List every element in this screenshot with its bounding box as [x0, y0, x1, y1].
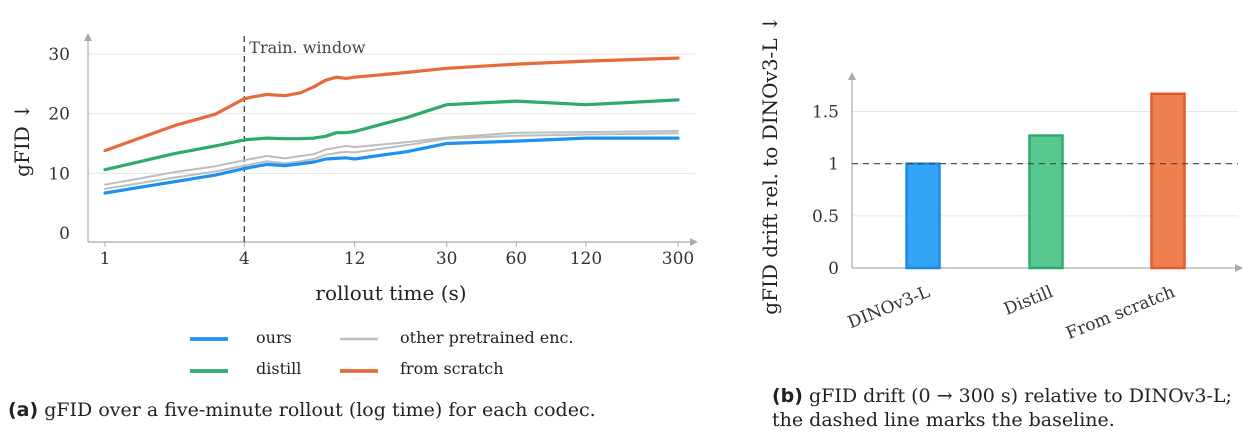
caption-b: (b) gFID drift (0 → 300 s) relative to DI…	[772, 384, 1242, 432]
y-tick-a: 30	[48, 45, 70, 65]
series-line-from-scratch-0	[103, 56, 680, 153]
x-tick-b-dinov3-l: DINOv3-L	[845, 282, 933, 333]
y-axis-arrow-a	[84, 33, 92, 41]
chart-a-line: 0 10 20 30 1 4 12 30 60 120 300 rollout time (s) gFI…	[10, 33, 698, 305]
y-tick-b: 0	[828, 259, 839, 279]
y-axis-label-a: gFID ↓	[10, 103, 34, 177]
legend-label-distill: distill	[256, 359, 301, 378]
x-tick-a: 60	[505, 249, 527, 269]
y-tick-a: 10	[48, 164, 70, 184]
caption-b-text: gFID drift (0 → 300 s) relative to DINOv…	[772, 385, 1232, 431]
caption-a: (a) gFID over a five-minute rollout (log …	[8, 398, 708, 422]
x-tick-a: 12	[344, 249, 366, 269]
caption-b-tag: (b)	[772, 385, 803, 407]
legend-label-from-scratch: from scratch	[400, 359, 504, 378]
series-line-distill-1	[103, 98, 680, 172]
caption-a-text: gFID over a five-minute rollout (log tim…	[44, 399, 596, 421]
y-tick-b: 0.5	[812, 207, 839, 227]
bar-dinov3-l	[905, 162, 941, 270]
legend-label-other-pretrained-enc-: other pretrained enc.	[400, 328, 574, 347]
x-axis-label-a: rollout time (s)	[315, 281, 466, 305]
y-tick-a: 20	[48, 105, 70, 125]
caption-a-tag: (a)	[8, 399, 39, 421]
x-tick-a: 1	[100, 249, 111, 269]
chart-a-legend: ours other pretrained enc. distill from scr…	[190, 328, 574, 378]
series-line-ours-4	[103, 136, 680, 195]
x-tick-a: 120	[570, 249, 602, 269]
bar-from-scratch	[1150, 92, 1186, 270]
x-tick-a: 4	[239, 249, 250, 269]
y-axis-label-b: gFID drift rel. to DINOv3-L ↓	[758, 15, 782, 314]
y-axis-arrow-b	[848, 72, 856, 80]
x-tick-b-distill: Distill	[1001, 282, 1056, 320]
y-tick-a: 0	[59, 224, 70, 244]
series-line-other-pretrained-enc--2	[104, 130, 679, 186]
x-axis-arrow-a	[690, 238, 698, 246]
x-tick-a: 300	[662, 249, 694, 269]
y-tick-b: 1	[828, 155, 839, 175]
bar-distill	[1028, 134, 1064, 270]
x-tick-b-from-scratch: From scratch	[1063, 282, 1178, 344]
y-tick-b: 1.5	[812, 103, 839, 123]
x-tick-a: 30	[436, 249, 458, 269]
legend-label-ours: ours	[256, 328, 292, 347]
chart-b-bar: 0 0.5 1 1.5 DINOv3-L Distill From scratch gFID …	[758, 15, 1243, 344]
series-line-other-pretrained-enc--3	[104, 132, 679, 190]
x-axis-arrow-b	[1235, 264, 1243, 272]
train-window-label: Train. window	[249, 38, 365, 57]
